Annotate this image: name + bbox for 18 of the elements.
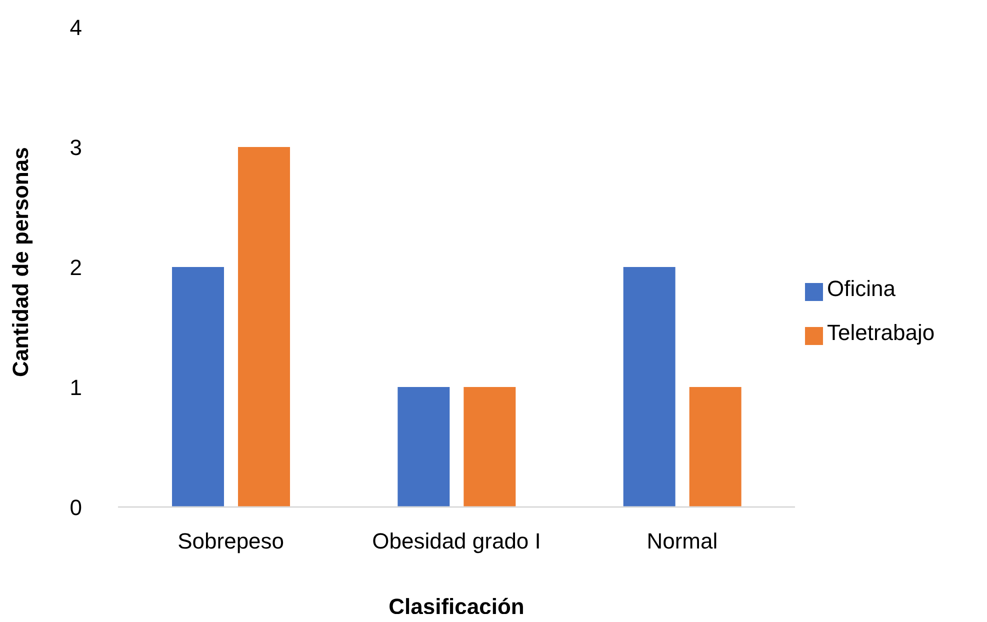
bar <box>172 267 224 507</box>
y-tick-label: 2 <box>70 254 82 280</box>
bar <box>238 147 290 507</box>
bar <box>689 387 742 507</box>
x-tick-label: Normal <box>646 528 718 554</box>
x-axis-title: Clasificación <box>388 594 524 619</box>
x-tick-label: Sobrepeso <box>178 528 284 554</box>
legend-label: Oficina <box>827 276 896 301</box>
bar <box>623 267 676 507</box>
y-tick-label: 1 <box>70 374 82 400</box>
bar <box>464 387 516 507</box>
legend-label: Teletrabajo <box>827 320 935 345</box>
x-tick-label: Obesidad grado I <box>372 528 541 554</box>
bar <box>398 387 450 507</box>
y-axis-title: Cantidad de personas <box>8 147 33 377</box>
y-tick-label: 4 <box>70 14 82 40</box>
y-tick-label: 3 <box>70 134 82 160</box>
y-tick-label: 0 <box>70 494 82 520</box>
